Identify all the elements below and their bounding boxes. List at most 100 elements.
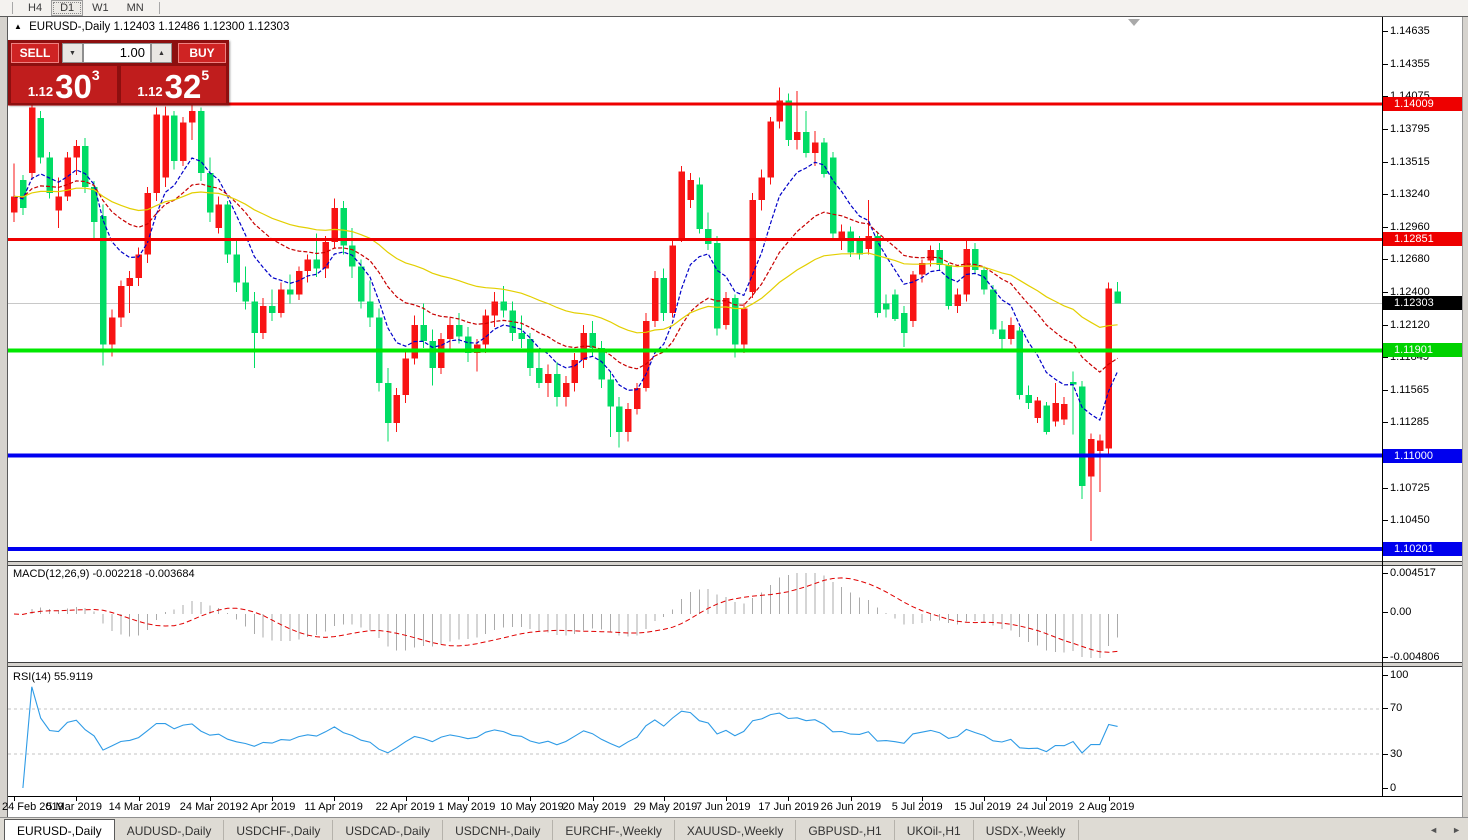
date-label: 2 Apr 2019	[242, 801, 296, 813]
level-price-tag: 1.11000	[1383, 448, 1462, 463]
rsi-line	[22, 686, 1118, 789]
candle-body	[1096, 440, 1104, 451]
timeframe-button-h4[interactable]: H4	[28, 2, 43, 14]
window-border	[0, 16, 1468, 17]
candle-body	[812, 142, 819, 154]
date-tick-mark	[530, 797, 532, 801]
panel-splitter[interactable]	[8, 561, 1462, 566]
candle-body	[1052, 403, 1059, 422]
tab-ukoil-h1[interactable]: UKOil-,H1	[895, 820, 974, 840]
moving-average-20	[13, 180, 1118, 373]
rsi-indicator-canvas[interactable]	[8, 667, 1382, 796]
candle-body	[571, 359, 579, 384]
timeframe-button-d1[interactable]: D1	[51, 0, 84, 16]
date-tick-mark	[850, 797, 852, 801]
tab-usdchf-daily[interactable]: USDCHF-,Daily	[224, 820, 334, 840]
candle-body	[11, 196, 18, 213]
timeframe-button-w1[interactable]: W1	[92, 2, 109, 14]
tab-usdcad-daily[interactable]: USDCAD-,Daily	[333, 820, 444, 840]
toolbar-divider	[12, 2, 13, 14]
indicator-tick-label: 70	[1390, 702, 1403, 714]
tab-audusd-daily[interactable]: AUDUSD-,Daily	[115, 820, 225, 840]
collapse-icon[interactable]: ▲	[14, 22, 22, 31]
date-tick-mark	[921, 797, 923, 801]
candle-body	[829, 157, 837, 234]
sell-button[interactable]: SELL	[11, 43, 59, 63]
candle-body	[456, 324, 463, 337]
candle-body	[367, 301, 374, 318]
buy-price-display[interactable]: 1.12 32 5	[120, 66, 226, 103]
candle-body	[945, 265, 952, 307]
candle-body	[500, 301, 507, 311]
macd-indicator-canvas[interactable]	[8, 564, 1382, 661]
buy-button[interactable]: BUY	[178, 43, 226, 63]
main-chart-canvas[interactable]	[8, 17, 1382, 561]
candle-body	[180, 122, 187, 162]
price-tick-mark	[1383, 422, 1388, 424]
sell-price-display[interactable]: 1.12 30 3	[11, 66, 117, 103]
candle-body	[562, 383, 570, 398]
macd-label: MACD(12,26,9) -0.002218 -0.003684	[13, 568, 195, 580]
date-label: 29 May 2019	[633, 801, 698, 813]
volume-decrease-button[interactable]: ▼	[62, 43, 83, 63]
candle-body	[295, 271, 303, 295]
tabs-scroll-right-icon[interactable]: ►	[1452, 824, 1461, 835]
candle-body	[162, 115, 169, 178]
candle-body	[1114, 291, 1122, 304]
price-tick-label: 1.10450	[1390, 513, 1430, 526]
candle-body	[358, 266, 365, 302]
candle-body	[438, 338, 445, 368]
candle-body	[242, 282, 249, 302]
timeframe-button-mn[interactable]: MN	[126, 2, 144, 14]
price-tick-label: 1.12120	[1390, 318, 1430, 331]
candle-body	[553, 373, 561, 398]
tabs-scroll-left-icon[interactable]: ◄	[1429, 824, 1439, 835]
date-tick-mark	[788, 797, 790, 801]
price-axis-line	[1382, 17, 1383, 796]
tab-usdcnh-daily[interactable]: USDCNH-,Daily	[443, 820, 554, 840]
candle-body	[1034, 400, 1041, 419]
date-tick-mark	[726, 797, 727, 801]
volume-increase-button[interactable]: ▲	[151, 43, 172, 63]
indicator-tick-label: 30	[1390, 748, 1403, 760]
volume-input[interactable]: 1.00	[83, 43, 151, 63]
price-tick-label: 1.11565	[1390, 383, 1429, 396]
date-label: 24 Jul 2019	[1016, 801, 1074, 813]
price-tick-mark	[1383, 292, 1388, 294]
candle-body	[527, 338, 534, 368]
indicator-tick-label: 0	[1390, 782, 1397, 794]
tab-gbpusd-h1[interactable]: GBPUSD-,H1	[796, 820, 895, 840]
date-label: 5 Mar 2019	[46, 801, 102, 813]
date-tick-mark	[209, 797, 211, 801]
candle-body	[171, 115, 178, 162]
price-tick-label: 1.13515	[1390, 155, 1430, 168]
price-tick-label: 1.14355	[1390, 57, 1430, 70]
date-tick-mark	[334, 797, 336, 801]
price-tick-mark	[1383, 259, 1388, 261]
sell-price-pips: 30	[55, 68, 92, 105]
candle-body	[687, 179, 694, 200]
panel-splitter[interactable]	[8, 662, 1462, 667]
tab-usdx-weekly[interactable]: USDX-,Weekly	[974, 820, 1079, 840]
indicator-tick-mark	[1383, 708, 1388, 709]
candle-body	[625, 408, 632, 433]
candle-body	[393, 394, 401, 423]
level-price-tag: 1.11901	[1383, 343, 1462, 358]
candle-body	[714, 242, 721, 329]
level-price-tag: 1.12851	[1383, 232, 1462, 247]
candle-body	[233, 254, 240, 283]
chart-ohlc-values: 1.12403 1.12486 1.12300 1.12303	[113, 21, 290, 33]
candle-body	[696, 184, 703, 229]
chart-shift-marker-icon[interactable]	[1128, 19, 1140, 26]
tab-eurusd-daily[interactable]: EURUSD-,Daily	[4, 819, 115, 840]
date-label: 11 Apr 2019	[304, 801, 363, 813]
candle-body	[55, 196, 62, 211]
candle-body	[286, 289, 294, 295]
tab-xauusd-weekly[interactable]: XAUUSD-,Weekly	[675, 820, 797, 840]
candle-body	[340, 207, 347, 246]
date-tick-mark	[984, 797, 986, 801]
tab-eurchf-weekly[interactable]: EURCHF-,Weekly	[553, 820, 675, 840]
candle-body	[402, 358, 410, 395]
price-tick-mark	[1383, 193, 1388, 195]
